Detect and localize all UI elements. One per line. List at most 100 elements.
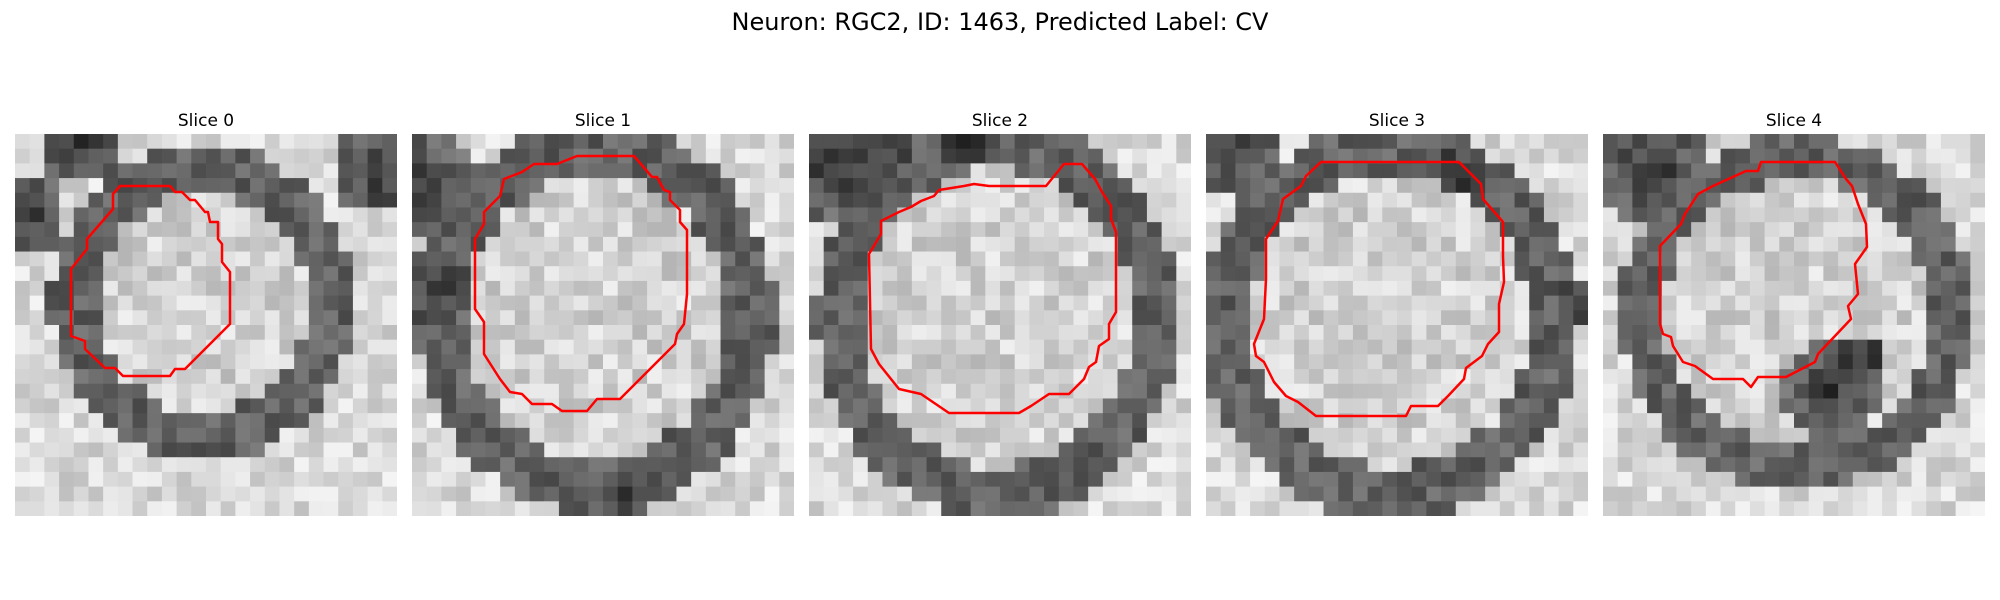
image-pixel [1661,486,1678,502]
image-pixel [1661,266,1678,282]
image-pixel [749,442,766,458]
image-pixel [764,236,780,253]
image-pixel [588,280,604,297]
image-pixel [1470,471,1486,488]
image-pixel [1603,163,1619,179]
image-pixel [1911,222,1927,238]
image-pixel [911,310,928,326]
image-pixel [544,236,560,253]
image-pixel [1382,369,1398,385]
image-pixel [470,192,487,209]
image-pixel [1220,192,1236,209]
image-pixel [412,163,428,179]
image-pixel [279,222,295,238]
image-pixel [1176,163,1191,179]
image-pixel [588,266,604,282]
image-pixel [1514,442,1530,458]
image-pixel [1308,207,1325,223]
image-pixel [1896,442,1913,458]
image-pixel [809,310,825,326]
image-pixel [1102,354,1119,370]
image-pixel [1543,207,1560,223]
image-pixel [1735,310,1751,326]
image-pixel [1264,354,1281,370]
image-pixel [1117,222,1133,238]
image-pixel [823,457,839,473]
image-pixel [1603,207,1619,223]
image-pixel [382,251,397,267]
image-pixel [1823,280,1839,297]
image-pixel [1911,325,1927,341]
image-pixel [1220,178,1236,194]
image-pixel [73,310,90,326]
image-pixel [647,134,663,150]
image-pixel [338,310,354,326]
image-pixel [1132,413,1148,429]
image-pixel [882,398,898,414]
image-pixel [1838,398,1854,414]
image-pixel [132,251,148,267]
image-pixel [1882,471,1898,488]
image-pixel [1470,222,1486,238]
image-pixel [735,339,751,355]
image-pixel [1206,325,1222,341]
image-pixel [1955,369,1971,385]
image-pixel [250,178,266,194]
image-pixel [1264,457,1281,473]
image-pixel [1705,251,1722,267]
image-pixel [882,486,898,502]
image-pixel [1705,398,1722,414]
image-pixel [1294,280,1310,297]
image-pixel [1955,266,1971,282]
image-pixel [44,413,60,429]
image-pixel [1220,354,1236,370]
image-pixel [1940,471,1957,488]
image-pixel [705,325,722,341]
image-pixel [1499,354,1516,370]
image-pixel [1926,413,1942,429]
image-pixel [955,236,972,253]
image-pixel [1573,222,1588,238]
image-pixel [617,354,633,370]
image-pixel [264,339,281,355]
image-pixel [1603,266,1619,282]
image-pixel [603,251,619,267]
image-pixel [500,266,516,282]
image-pixel [161,383,178,400]
image-pixel [573,266,589,282]
image-pixel [1955,280,1971,297]
image-pixel [1146,192,1163,209]
image-pixel [1661,457,1678,473]
image-pixel [323,192,339,209]
image-pixel [29,295,45,311]
image-pixel [911,207,928,223]
image-pixel [838,471,854,488]
image-pixel [1161,295,1177,311]
image-pixel [1808,339,1824,355]
image-pixel [44,163,60,179]
image-pixel [1294,325,1310,341]
image-pixel [1014,207,1030,223]
image-pixel [1382,280,1398,297]
image-pixel [661,236,678,253]
image-pixel [558,413,575,429]
image-pixel [382,501,397,516]
image-pixel [1543,486,1560,502]
image-pixel [853,457,869,473]
image-pixel [1617,471,1633,488]
image-pixel [779,251,794,267]
image-pixel [1499,134,1516,150]
image-pixel [1014,413,1030,429]
image-pixel [823,471,839,488]
image-pixel [853,178,869,194]
segmentation-contour [69,184,232,378]
image-pixel [676,457,692,473]
image-pixel [338,163,354,179]
image-pixel [294,251,310,267]
image-pixel [749,398,766,414]
image-pixel [809,148,825,164]
image-pixel [294,207,310,223]
image-pixel [220,339,236,355]
image-pixel [412,339,428,355]
image-pixel [1779,339,1795,355]
